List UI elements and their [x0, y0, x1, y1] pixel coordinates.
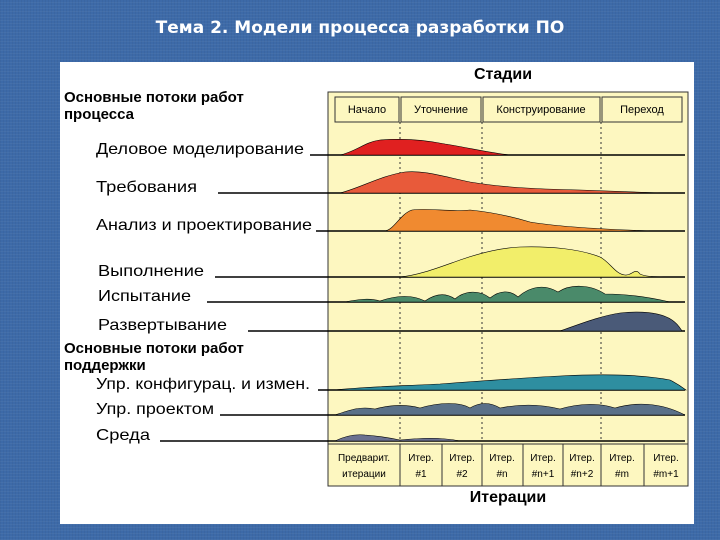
iteration-label-n-a: Итер. [489, 453, 515, 464]
workflow-label-testing: Испытание [98, 288, 191, 305]
iteration-label-2-a: Итер. [449, 453, 475, 464]
iteration-label-n1-b: #n+1 [532, 469, 555, 480]
hump-implementation [399, 246, 671, 278]
iteration-label-1-b: #1 [415, 469, 427, 480]
workflow-label-project-mgmt: Упр. проектом [96, 401, 214, 418]
phase-label-inception: Начало [348, 104, 386, 116]
phase-label-construction: Конструирование [496, 104, 585, 116]
hump-analysis-design [384, 209, 651, 232]
phase-label-elaboration: Уточнение [414, 104, 468, 116]
process-workflow-labels: Деловое моделирование Требования Анализ … [96, 141, 335, 334]
hump-requirements [339, 171, 661, 194]
iteration-label-2-b: #2 [456, 469, 468, 480]
hump-config-change-mgmt [334, 374, 687, 391]
iteration-label-m-b: #m [615, 469, 629, 480]
iteration-label-1-a: Итер. [408, 453, 434, 464]
workflow-label-analysis-design: Анализ и проектирование [96, 217, 312, 234]
phase-header: Начало Уточнение Конструирование Переход [334, 96, 683, 123]
chart-area [327, 91, 689, 487]
hump-deployment [559, 311, 683, 332]
iteration-label-n2-b: #n+2 [571, 469, 594, 480]
workflow-label-requirements: Требования [96, 179, 197, 196]
iterations-heading: Итерации [470, 489, 546, 506]
hump-project-mgmt [334, 403, 686, 416]
workflow-label-config-change-mgmt: Упр. конфигурац. и измен. [96, 376, 310, 393]
workflow-diagram: Стадии Итерации Основные потоки работ пр… [64, 66, 689, 506]
support-group-title-line1: Основные потоки работ [64, 340, 244, 357]
phase-label-transition: Переход [620, 104, 664, 116]
support-workflow-labels: Упр. конфигурац. и измен. Упр. проектом … [96, 376, 335, 444]
iteration-label-n1-a: Итер. [530, 453, 556, 464]
hump-business-modeling [339, 138, 511, 156]
diagram-panel: Стадии Итерации Основные потоки работ пр… [60, 62, 694, 524]
iteration-label-preliminary-1: Предварит. [338, 453, 390, 464]
workflow-label-implementation: Выполнение [98, 263, 204, 280]
iteration-label-preliminary-2: итерации [342, 469, 386, 480]
iteration-label-n-b: #n [496, 469, 507, 480]
workflow-label-environment: Среда [96, 427, 150, 444]
process-group-title-line1: Основные потоки работ [64, 89, 244, 106]
iteration-label-m1-b: #m+1 [653, 469, 679, 480]
stages-heading: Стадии [474, 66, 532, 83]
slide-title: Тема 2. Модели процесса разработки ПО [155, 18, 565, 38]
workflow-label-deployment: Развертывание [98, 317, 227, 334]
hump-environment [334, 434, 461, 442]
support-group-title-line2: поддержки [64, 357, 146, 374]
iteration-footer: Предварит. итерации Итер. #1 Итер. #2 Ит… [327, 443, 689, 487]
iteration-label-m-a: Итер. [609, 453, 635, 464]
hump-testing [344, 285, 671, 303]
workflow-label-business-modeling: Деловое моделирование [96, 141, 304, 158]
iteration-label-n2-a: Итер. [569, 453, 595, 464]
iteration-label-m1-a: Итер. [653, 453, 679, 464]
process-group-title-line2: процесса [64, 106, 135, 123]
